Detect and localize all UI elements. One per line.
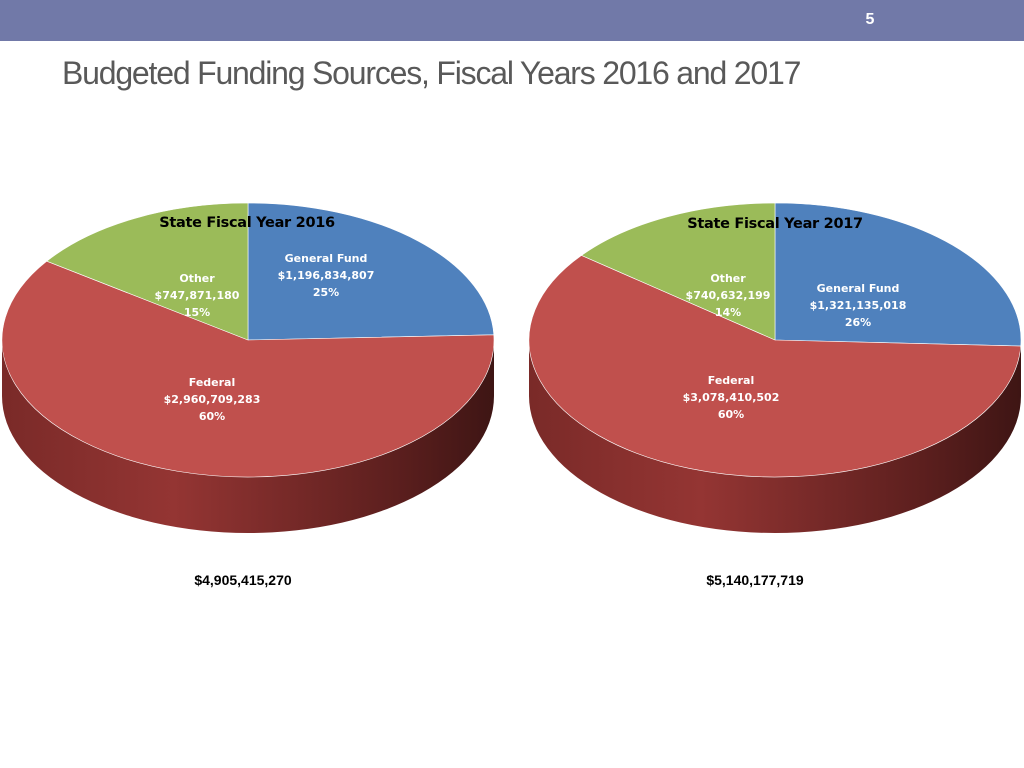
chart-title-fy2016: State Fiscal Year 2016 bbox=[159, 215, 335, 231]
slice-amount: $1,196,834,807 bbox=[277, 269, 375, 282]
slice-name: General Fund bbox=[284, 252, 368, 265]
top-bar bbox=[0, 0, 1024, 41]
slice-percent: 60% bbox=[198, 410, 226, 423]
slice-name: Federal bbox=[707, 374, 755, 387]
slice-amount: $3,078,410,502 bbox=[682, 391, 780, 404]
slice-label-federal-fy2016: Federal $2,960,709,283 60% bbox=[147, 374, 277, 425]
pie-slice-general-fund-fy2017 bbox=[774, 202, 1022, 347]
slice-label-federal-fy2017: Federal $3,078,410,502 60% bbox=[666, 372, 796, 423]
pie-side-fy2016 bbox=[2, 340, 494, 533]
pie-side-fy2017 bbox=[529, 340, 1021, 533]
pie-slice-general-fund-fy2016 bbox=[247, 202, 495, 341]
pie-slice-federal-fy2016 bbox=[1, 260, 495, 478]
slide-number: 5 bbox=[865, 11, 875, 28]
slice-label-general-fund-fy2017: General Fund $1,321,135,018 26% bbox=[793, 280, 923, 331]
slice-label-other-fy2017: Other $740,632,199 14% bbox=[663, 270, 793, 321]
slice-label-general-fund-fy2016: General Fund $1,196,834,807 25% bbox=[261, 250, 391, 301]
pie-slice-other-fy2016 bbox=[46, 202, 249, 341]
slice-percent: 26% bbox=[844, 316, 872, 329]
slice-name: Federal bbox=[188, 376, 236, 389]
total-fy2017: $5,140,177,719 bbox=[706, 572, 804, 588]
slice-amount: $747,871,180 bbox=[154, 289, 240, 302]
pie-slice-other-fy2017 bbox=[580, 202, 776, 341]
slide-title: Budgeted Funding Sources, Fiscal Years 2… bbox=[62, 55, 801, 91]
slice-name: Other bbox=[710, 272, 746, 285]
slice-label-other-fy2016: Other $747,871,180 15% bbox=[132, 270, 262, 321]
chart-title-fy2017: State Fiscal Year 2017 bbox=[687, 216, 863, 232]
slice-name: General Fund bbox=[816, 282, 900, 295]
slice-amount: $2,960,709,283 bbox=[163, 393, 261, 406]
slice-name: Other bbox=[179, 272, 215, 285]
slice-percent: 25% bbox=[312, 286, 340, 299]
slice-percent: 60% bbox=[717, 408, 745, 421]
slice-percent: 15% bbox=[183, 306, 211, 319]
total-fy2016: $4,905,415,270 bbox=[194, 572, 292, 588]
slice-percent: 14% bbox=[714, 306, 742, 319]
slice-amount: $1,321,135,018 bbox=[809, 299, 907, 312]
pie-slice-federal-fy2017 bbox=[528, 255, 1022, 478]
slice-amount: $740,632,199 bbox=[685, 289, 771, 302]
